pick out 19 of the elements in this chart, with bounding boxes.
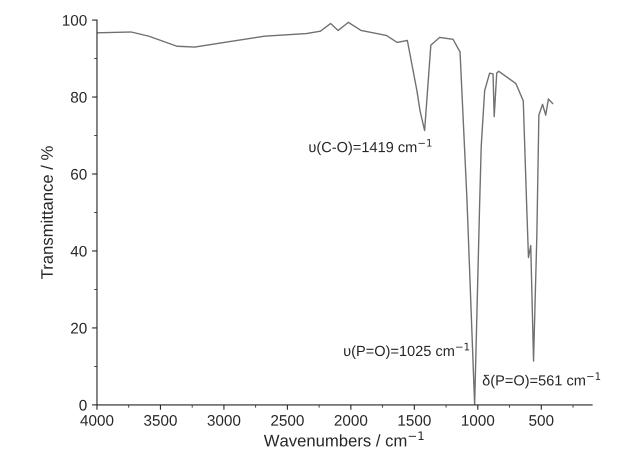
y-tick-label: 40 xyxy=(70,246,87,257)
y-axis-title: Transmittance / % xyxy=(40,146,53,279)
x-tick-label: 500 xyxy=(529,415,554,426)
x-tick-label: 4000 xyxy=(80,415,114,426)
y-tick-label: 100 xyxy=(62,14,87,26)
y-tick-label: 60 xyxy=(71,168,87,180)
annotation: υ(P=O)=1025 cm$^{−1}$ xyxy=(344,342,470,359)
x-tick-label: 3000 xyxy=(208,415,240,426)
x-tick-label: 2000 xyxy=(334,415,368,426)
x-axis-title: Wavenumbers / cm$^{−1}$ xyxy=(264,431,424,447)
annotation: δ(P=O)=561 cm$^{−1}$ xyxy=(482,372,600,388)
x-tick-label: 3500 xyxy=(144,415,177,426)
y-tick-label: 0 xyxy=(79,400,87,411)
x-tick-label: 2500 xyxy=(271,415,304,426)
annotation: υ(C-O)=1419 cm$^{−1}$ xyxy=(309,139,432,156)
x-tick-label: 1500 xyxy=(398,415,431,426)
y-tick-label: 80 xyxy=(70,92,87,103)
x-tick-label: 1000 xyxy=(462,415,494,426)
y-tick-label: 20 xyxy=(71,322,87,334)
